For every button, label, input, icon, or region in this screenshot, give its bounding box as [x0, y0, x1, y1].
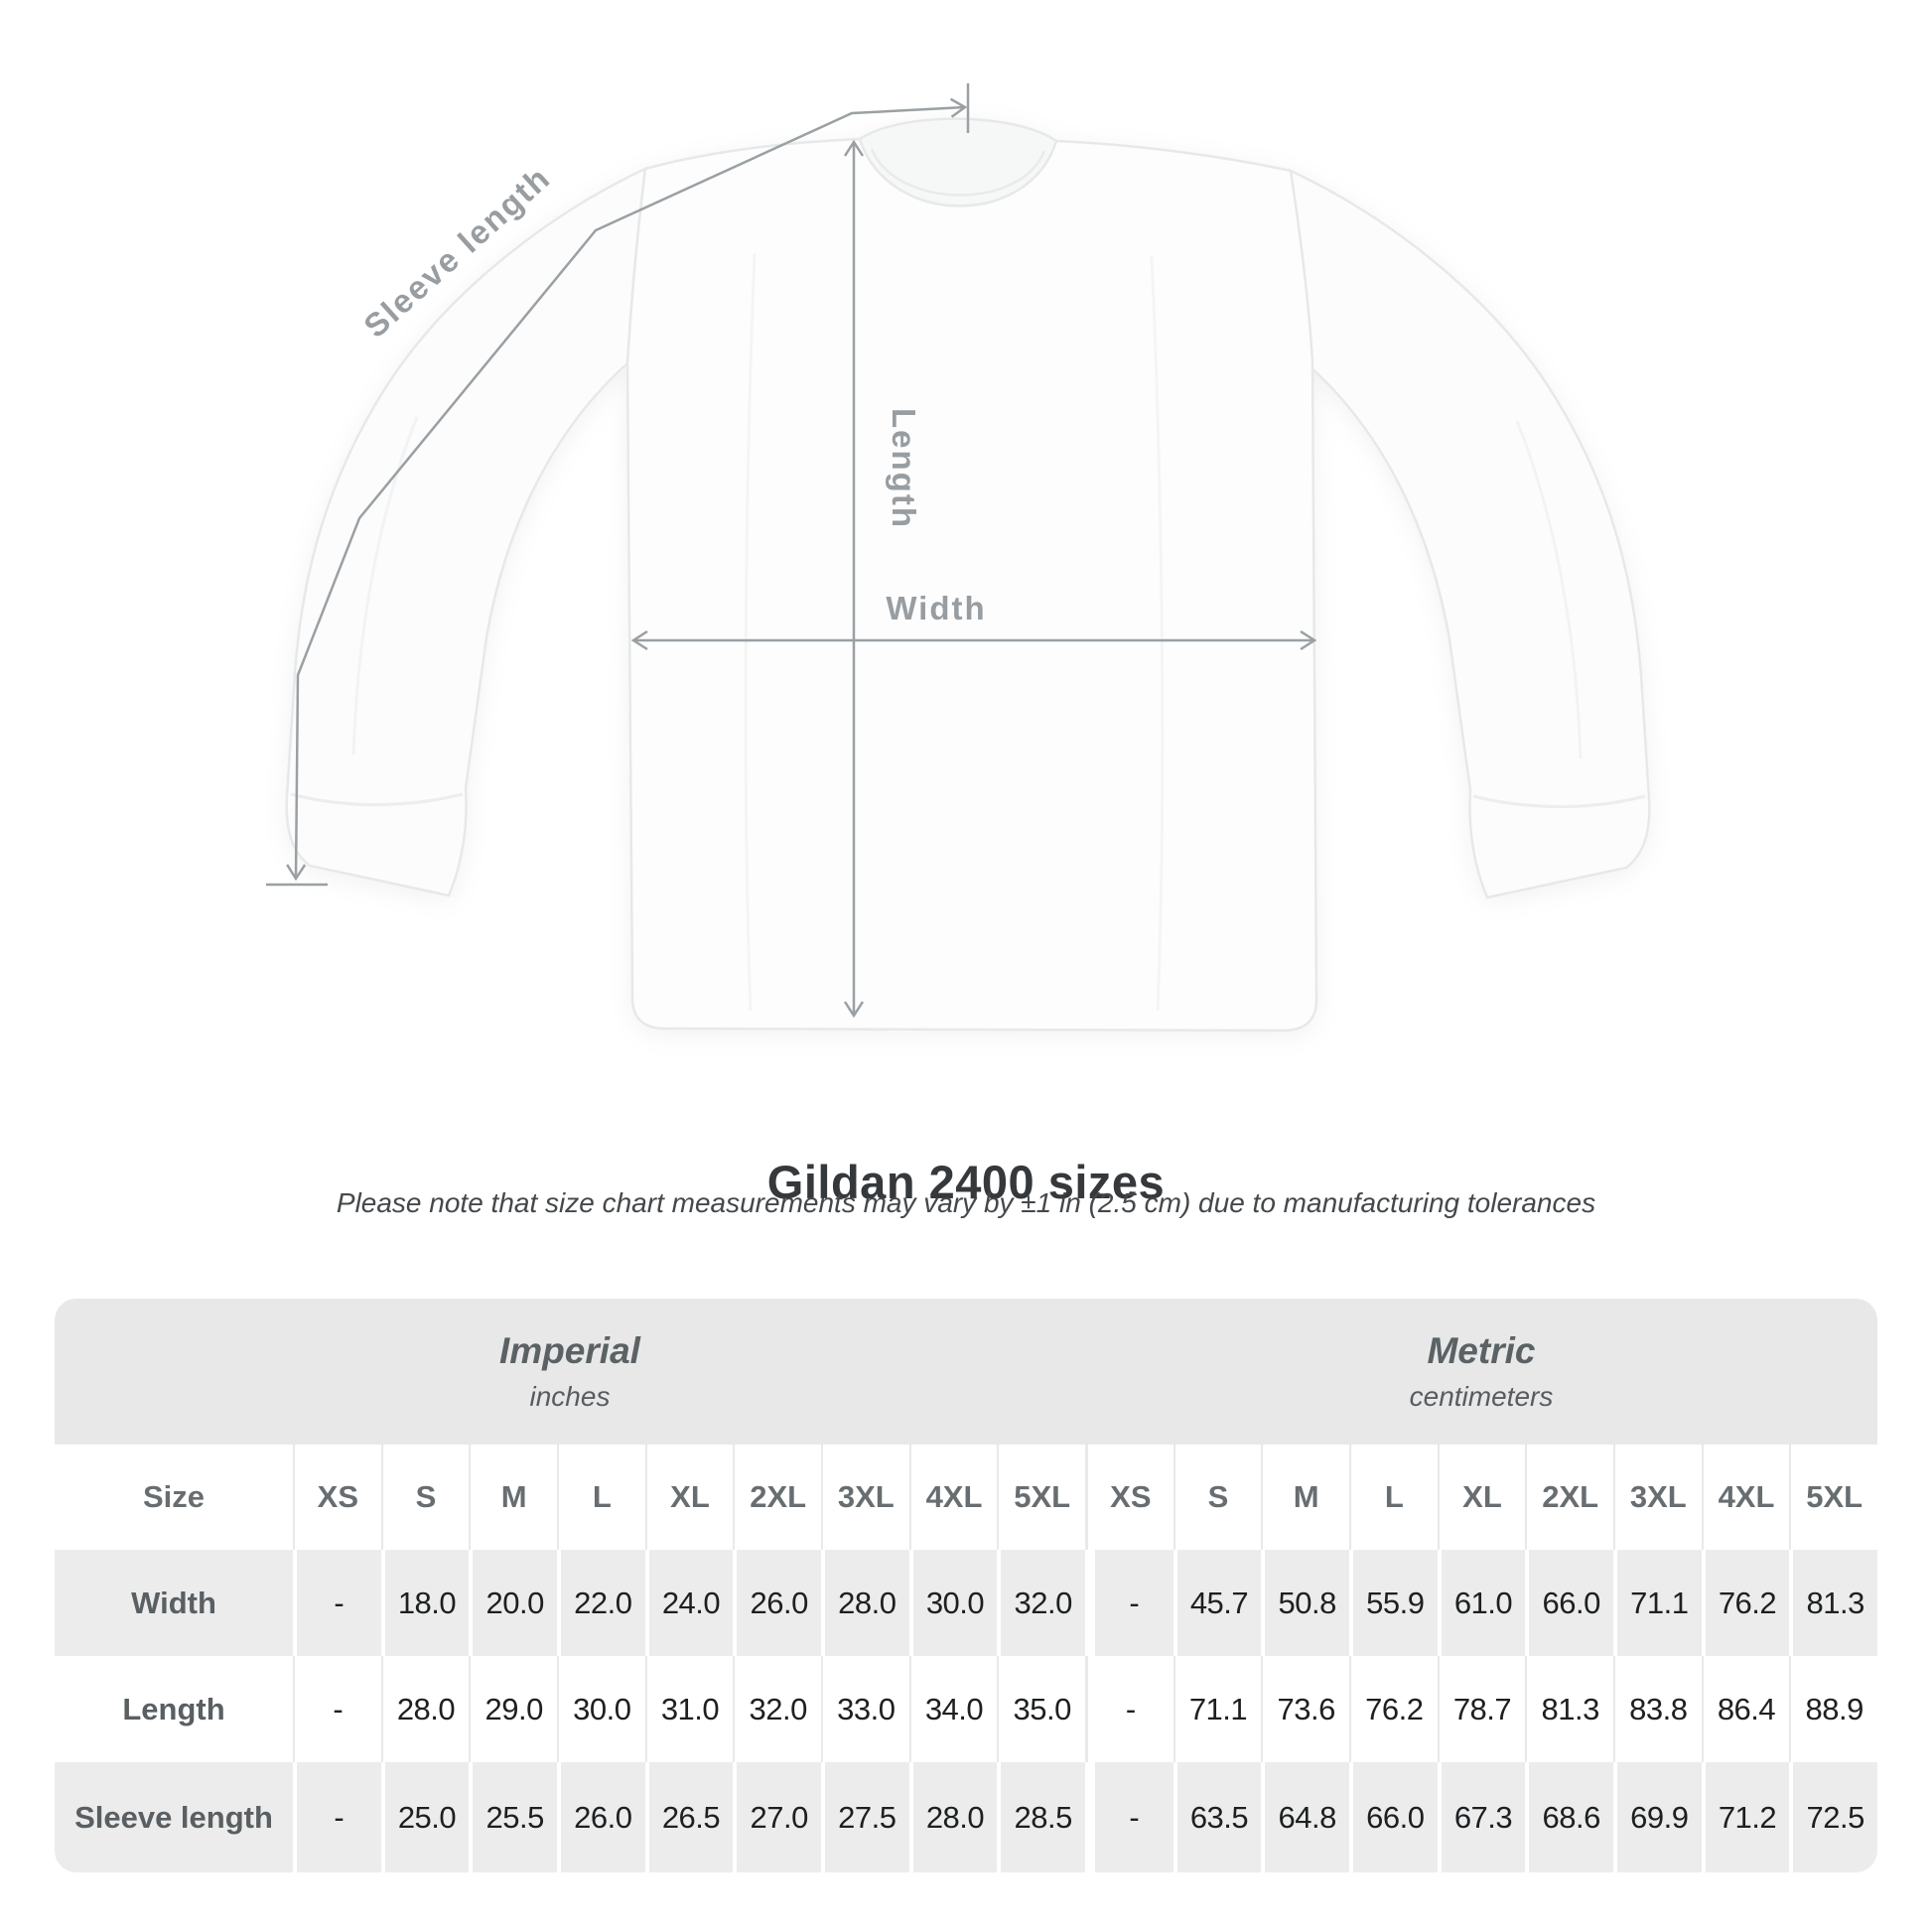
measurement-cell-metric: 67.3 [1437, 1762, 1526, 1872]
measurement-cell-imperial: 27.0 [733, 1762, 821, 1872]
measurement-cell-metric: 76.2 [1348, 1656, 1438, 1762]
measurement-cell-imperial: 24.0 [644, 1550, 734, 1656]
size-table: Imperial inches Metric centimeters Size X… [55, 1299, 1877, 1872]
size-header-metric-3xl: 3XL [1612, 1445, 1702, 1550]
measurement-cell-imperial: 28.0 [820, 1550, 909, 1656]
measurement-cell-imperial: 25.0 [380, 1762, 470, 1872]
measurement-cell-metric: 71.2 [1701, 1762, 1790, 1872]
measurement-cell-imperial: 25.5 [469, 1762, 557, 1872]
measurement-cell-imperial: 31.0 [644, 1656, 734, 1762]
measurement-cell-imperial: 30.0 [908, 1550, 998, 1656]
measurement-cell-metric: 71.1 [1173, 1656, 1262, 1762]
shirt-illustration [285, 117, 1651, 1033]
measurement-cell-metric: 76.2 [1701, 1550, 1790, 1656]
size-table-grid: Imperial inches Metric centimeters Size X… [55, 1299, 1877, 1872]
row-label: Width [55, 1550, 293, 1656]
shirt-right-sleeve [1289, 168, 1651, 899]
shirt-crease [1515, 420, 1583, 759]
size-header-metric-l: L [1348, 1445, 1438, 1550]
width-label: Width [886, 590, 986, 626]
size-header-metric-s: S [1173, 1445, 1262, 1550]
measurement-cell-metric: 45.7 [1173, 1550, 1262, 1656]
shirt-measurement-diagram: Sleeve length Length Width [266, 83, 1651, 1033]
shirt-crease [1150, 255, 1165, 1012]
size-header-metric-xs: XS [1084, 1445, 1173, 1550]
measurement-cell-metric: 55.9 [1348, 1550, 1438, 1656]
size-header-metric-xl: XL [1437, 1445, 1526, 1550]
measurement-cell-metric: 88.9 [1789, 1656, 1877, 1762]
size-header-imperial-xl: XL [644, 1445, 734, 1550]
measurement-cell-metric: 68.6 [1525, 1762, 1613, 1872]
size-header-metric-5xl: 5XL [1789, 1445, 1877, 1550]
metric-group-unit: centimeters [1409, 1381, 1554, 1412]
measurement-cell-metric: 66.0 [1348, 1762, 1438, 1872]
size-header-imperial-2xl: 2XL [733, 1445, 821, 1550]
measurement-cell-imperial: 20.0 [469, 1550, 557, 1656]
measurement-cell-metric: 86.4 [1701, 1656, 1790, 1762]
size-header-imperial-m: M [469, 1445, 557, 1550]
size-header-metric-4xl: 4XL [1701, 1445, 1790, 1550]
size-header-imperial-l: L [556, 1445, 645, 1550]
measurement-cell-metric: 72.5 [1789, 1762, 1877, 1872]
measurement-cell-imperial: 33.0 [820, 1656, 909, 1762]
measurement-cell-metric: 73.6 [1261, 1656, 1349, 1762]
measurement-cell-imperial: 26.0 [733, 1550, 821, 1656]
sleeve-length-measure-line [286, 97, 968, 882]
measurement-cell-imperial: 22.0 [556, 1550, 645, 1656]
measurement-cell-metric: - [1084, 1550, 1173, 1656]
imperial-group-title: Imperial [499, 1330, 640, 1371]
measurement-cell-metric: 81.3 [1525, 1656, 1613, 1762]
metric-group-title: Metric [1427, 1330, 1536, 1371]
measurement-cell-imperial: 26.5 [644, 1762, 734, 1872]
measurement-cell-imperial: 29.0 [469, 1656, 557, 1762]
measurement-cell-imperial: 32.0 [997, 1550, 1085, 1656]
measurement-cell-metric: 78.7 [1437, 1656, 1526, 1762]
measurement-cell-imperial: - [293, 1762, 381, 1872]
size-header-metric-m: M [1261, 1445, 1349, 1550]
measurement-cell-metric: - [1084, 1656, 1173, 1762]
size-header-imperial-3xl: 3XL [820, 1445, 909, 1550]
measurement-cell-imperial: - [293, 1656, 381, 1762]
size-header-imperial-5xl: 5XL [997, 1445, 1085, 1550]
size-column-header: Size [55, 1445, 293, 1550]
measurement-cell-metric: 81.3 [1789, 1550, 1877, 1656]
measurement-cell-imperial: 34.0 [908, 1656, 998, 1762]
length-label: Length [886, 408, 922, 529]
measurement-cell-metric: 64.8 [1261, 1762, 1349, 1872]
shirt-body [625, 137, 1318, 1033]
measurement-cell-metric: - [1084, 1762, 1173, 1872]
measurement-cell-imperial: 30.0 [556, 1656, 645, 1762]
shirt-right-cuff-seam [1472, 794, 1646, 808]
row-label: Sleeve length [55, 1762, 293, 1872]
measurement-cell-metric: 63.5 [1173, 1762, 1262, 1872]
size-header-metric-2xl: 2XL [1525, 1445, 1613, 1550]
measurement-cell-imperial: 35.0 [997, 1656, 1085, 1762]
shirt-left-sleeve [285, 166, 647, 897]
measurement-cell-metric: 61.0 [1437, 1550, 1526, 1656]
measurement-cell-metric: 66.0 [1525, 1550, 1613, 1656]
measurement-cell-metric: 69.9 [1612, 1762, 1702, 1872]
measurement-cell-imperial: 26.0 [556, 1762, 645, 1872]
size-header-imperial-4xl: 4XL [908, 1445, 998, 1550]
row-label: Length [55, 1656, 293, 1762]
measurement-cell-imperial: 28.0 [380, 1656, 470, 1762]
size-header-imperial-s: S [380, 1445, 470, 1550]
measurement-cell-metric: 83.8 [1612, 1656, 1702, 1762]
page-title: Gildan 2400 sizes [766, 1156, 1166, 1209]
measurement-cell-imperial: 27.5 [820, 1762, 909, 1872]
measurement-cell-imperial: - [293, 1550, 381, 1656]
measurement-cell-imperial: 28.5 [997, 1762, 1085, 1872]
measurement-cell-imperial: 32.0 [733, 1656, 821, 1762]
imperial-group-header: Imperial inches [55, 1299, 1085, 1445]
measurement-cell-metric: 50.8 [1261, 1550, 1349, 1656]
measurement-cell-imperial: 18.0 [380, 1550, 470, 1656]
measurement-cell-imperial: 28.0 [908, 1762, 998, 1872]
metric-group-header: Metric centimeters [1084, 1299, 1877, 1445]
measurement-cell-metric: 71.1 [1612, 1550, 1702, 1656]
imperial-group-unit: inches [529, 1381, 611, 1412]
size-header-imperial-xs: XS [293, 1445, 381, 1550]
page-subtitle: Please note that size chart measurements… [336, 1187, 1596, 1218]
